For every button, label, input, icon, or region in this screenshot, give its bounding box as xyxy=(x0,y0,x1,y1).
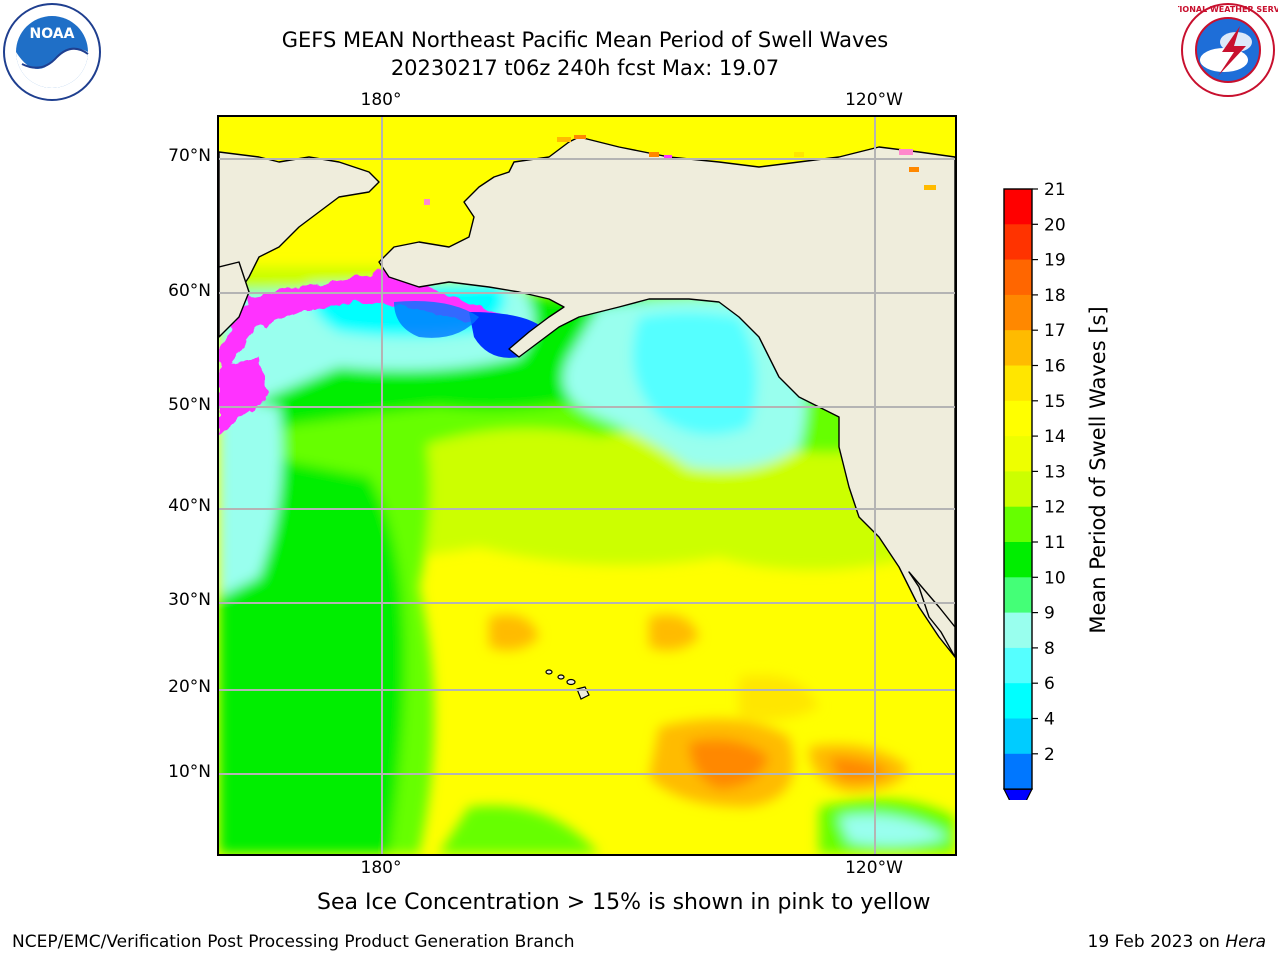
colorbar-band xyxy=(1004,506,1032,543)
colorbar-band xyxy=(1004,365,1032,402)
colorbar-band xyxy=(1004,400,1032,437)
sea-ice-caption: Sea Ice Concentration > 15% is shown in … xyxy=(317,890,931,915)
graticule xyxy=(219,117,955,854)
footer-credit: NCEP/EMC/Verification Post Processing Pr… xyxy=(12,932,575,952)
colorbar-band xyxy=(1004,647,1032,684)
colorbar-tick-label: 4 xyxy=(1044,710,1055,730)
lon-tick-bottom-120w: 120°W xyxy=(845,858,903,878)
colorbar-band xyxy=(1004,542,1032,578)
colorbar-tick-label: 16 xyxy=(1044,357,1066,377)
colorbar-band xyxy=(1004,683,1032,719)
arctic-ice-bits xyxy=(424,135,936,205)
svg-text:NOAA: NOAA xyxy=(30,26,75,42)
colorbar-tick-label: 21 xyxy=(1044,180,1066,200)
swell-period-map xyxy=(219,117,955,854)
noaa-logo: NOAA xyxy=(3,3,101,101)
colorbar-band xyxy=(1004,294,1032,331)
colorbar-under-arrow xyxy=(1003,788,1033,800)
colorbar-band xyxy=(1004,471,1032,508)
nws-logo: NATIONAL WEATHER SERVICE xyxy=(1178,3,1278,97)
colorbar-tick-label: 11 xyxy=(1044,533,1066,553)
colorbar-tick-label: 13 xyxy=(1044,462,1066,482)
map-panel xyxy=(217,115,957,856)
colorbar-band xyxy=(1004,612,1032,649)
colorbar-tick-label: 14 xyxy=(1044,427,1066,447)
colorbar-tick-label: 6 xyxy=(1044,674,1055,694)
colorbar-bands xyxy=(1003,188,1033,800)
colorbar-band xyxy=(1004,259,1032,296)
lat-tick-70n: 70°N xyxy=(168,146,211,166)
colorbar-tick-label: 17 xyxy=(1044,321,1066,341)
footer-host: Hera xyxy=(1225,932,1266,952)
lon-tick-top-120w: 120°W xyxy=(845,90,903,110)
colorbar-ticks: 21 20 19 18 17 16 15 14 13 12 11 10 9 8 6 4 2 xyxy=(1032,180,1066,765)
colorbar-tick-label: 10 xyxy=(1044,568,1066,588)
lat-tick-40n: 40°N xyxy=(168,496,211,516)
lat-tick-50n: 50°N xyxy=(168,395,211,415)
footer-date: 19 Feb 2023 on Hera xyxy=(1088,932,1266,952)
colorbar-band xyxy=(1004,753,1032,790)
colorbar-tick-label: 19 xyxy=(1044,251,1066,271)
lon-tick-top-180: 180° xyxy=(360,90,402,110)
colorbar-band xyxy=(1004,718,1032,755)
map-subtitle: 20230217 t06z 240h fcst Max: 19.07 xyxy=(390,56,780,80)
colorbar-band xyxy=(1004,577,1032,614)
colorbar-band xyxy=(1004,189,1032,225)
colorbar-band xyxy=(1004,330,1032,366)
colorbar-tick-label: 12 xyxy=(1044,498,1066,518)
footer-date-text: 19 Feb 2023 on xyxy=(1087,932,1226,952)
lat-tick-60n: 60°N xyxy=(168,281,211,301)
svg-text:NATIONAL WEATHER SERVICE: NATIONAL WEATHER SERVICE xyxy=(1178,5,1278,14)
lon-tick-bottom-180: 180° xyxy=(360,858,402,878)
colorbar-tick-label: 18 xyxy=(1044,286,1066,306)
colorbar-tick-label: 20 xyxy=(1044,215,1066,235)
colorbar-band xyxy=(1004,224,1032,261)
colorbar-frame xyxy=(1003,188,1033,790)
colorbar: 21 20 19 18 17 16 15 14 13 12 11 10 9 8 6 4 2 xyxy=(1003,180,1066,800)
colorbar-tick-label: 15 xyxy=(1044,392,1066,412)
lat-tick-10n: 10°N xyxy=(168,762,211,782)
landmasses xyxy=(219,136,955,658)
lat-tick-30n: 30°N xyxy=(168,590,211,610)
colorbar-band xyxy=(1004,436,1032,472)
colorbar-tick-label: 8 xyxy=(1044,639,1055,659)
colorbar-tick-label: 2 xyxy=(1044,745,1055,765)
lat-tick-20n: 20°N xyxy=(168,677,211,697)
colorbar-tick-label: 9 xyxy=(1044,604,1055,624)
colorbar-label: Mean Period of Swell Waves [s] xyxy=(1086,306,1110,634)
map-title: GEFS MEAN Northeast Pacific Mean Period … xyxy=(281,28,889,52)
